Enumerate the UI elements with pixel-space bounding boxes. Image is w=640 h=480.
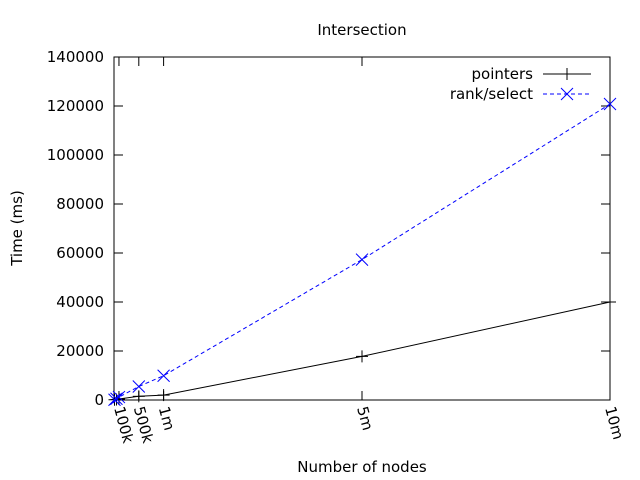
data-point: [132, 380, 146, 393]
data-point: [110, 392, 123, 406]
data-point: [355, 253, 369, 266]
chart-title: Intersection: [317, 21, 406, 39]
x-tick-label: 1m: [155, 404, 179, 432]
data-point: [108, 393, 121, 407]
x-tick-label: 5m: [353, 404, 377, 432]
x-tick-label: 10m: [601, 404, 627, 441]
data-point: [603, 97, 617, 111]
y-axis: 0 20000 40000 60000 80000 100000 120000 140000: [47, 48, 610, 409]
legend-marker: [560, 87, 574, 101]
y-tick-label: 20000: [56, 342, 104, 360]
y-tick-label: 120000: [47, 97, 104, 115]
series-layer: [108, 97, 617, 407]
y-tick-label: 0: [94, 391, 104, 409]
data-point: [157, 389, 170, 402]
legend-label: pointers: [472, 65, 534, 83]
data-point: [132, 390, 145, 403]
y-tick-label: 60000: [56, 244, 104, 262]
series-pointers: [108, 296, 616, 406]
y-tick-label: 80000: [56, 195, 104, 213]
y-axis-label: Time (ms): [8, 190, 26, 267]
data-point: [157, 369, 170, 383]
legend-label: rank/select: [450, 85, 533, 103]
data-point: [356, 350, 368, 363]
series-rank-select: [108, 97, 617, 407]
data-point: [112, 390, 126, 404]
data-point: [604, 296, 616, 308]
legend: pointers rank/select: [450, 65, 591, 103]
legend-marker: [561, 68, 573, 80]
y-tick-label: 40000: [56, 293, 104, 311]
plot-frame: [113, 56, 611, 401]
y-tick-label: 100000: [47, 146, 104, 164]
x-axis-label: Number of nodes: [297, 458, 427, 476]
y-tick-label: 140000: [47, 48, 104, 66]
